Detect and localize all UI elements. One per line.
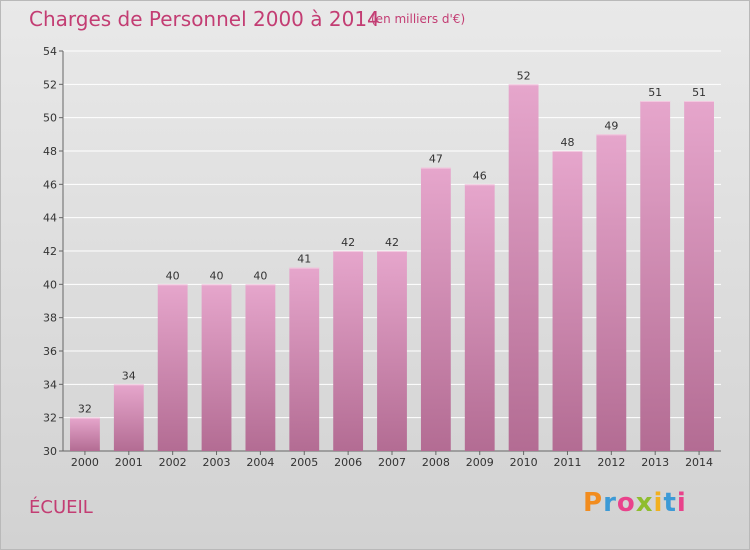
y-tick-label: 44: [43, 212, 57, 225]
labels: 30 32 34 36 38 40 42 44 46 48 50 52 54 32 2000 34 2001 40…: [43, 45, 713, 469]
bar-2007[interactable]: [377, 251, 407, 451]
chart-title: Charges de Personnel 2000 à 2014: [29, 7, 380, 31]
bar-2009[interactable]: [464, 184, 495, 452]
bar-2012[interactable]: [596, 134, 627, 452]
bar-2005[interactable]: [289, 267, 320, 451]
x-tick-label: 2008: [422, 456, 450, 469]
data-label: 42: [385, 236, 399, 249]
data-label: 32: [78, 403, 92, 416]
data-label: 46: [473, 169, 487, 182]
data-label: 41: [297, 253, 311, 266]
x-tick-label: 2010: [510, 456, 538, 469]
bar-2006[interactable]: [333, 251, 364, 451]
bar-2008[interactable]: [420, 167, 451, 451]
x-tick-label: 2009: [466, 456, 494, 469]
y-tick-label: 38: [43, 312, 57, 325]
x-tick-label: 2012: [597, 456, 625, 469]
place-name: ÉCUEIL: [29, 497, 93, 518]
y-tick-label: 54: [43, 45, 57, 58]
bar-2013[interactable]: [640, 101, 671, 451]
x-tick-label: 2005: [290, 456, 318, 469]
bar-2011[interactable]: [552, 151, 583, 451]
x-tick-label: 2011: [553, 456, 581, 469]
data-label: 51: [648, 86, 662, 99]
proxiti-logo[interactable]: Proxiti: [583, 488, 687, 518]
x-tick-label: 2000: [71, 456, 99, 469]
y-tick-label: 34: [43, 378, 57, 391]
data-label: 34: [122, 369, 136, 382]
x-tick-label: 2013: [641, 456, 669, 469]
bar-2002[interactable]: [157, 284, 188, 451]
data-label: 42: [341, 236, 355, 249]
y-tick-label: 40: [43, 278, 57, 291]
y-tick-label: 30: [43, 445, 57, 458]
logo-letter: o: [616, 488, 636, 518]
logo-letter: x: [635, 488, 654, 518]
logo-letter: P: [583, 488, 604, 518]
y-tick-label: 46: [43, 178, 57, 191]
logo-letter: i: [676, 488, 687, 518]
y-tick-label: 48: [43, 145, 57, 158]
y-tick-label: 36: [43, 345, 57, 358]
data-label: 47: [429, 153, 443, 166]
bar-2014[interactable]: [684, 101, 714, 451]
y-tick-label: 32: [43, 412, 57, 425]
bar-2003[interactable]: [201, 284, 232, 451]
y-tick-label: 52: [43, 78, 57, 91]
bar-2001[interactable]: [113, 384, 144, 451]
x-tick-label: 2004: [246, 456, 274, 469]
x-tick-label: 2014: [685, 456, 713, 469]
x-tick-label: 2001: [115, 456, 143, 469]
data-label: 51: [692, 86, 706, 99]
bars: [70, 84, 714, 452]
chart-subtitle: (en milliers d'€): [371, 12, 466, 26]
data-label: 40: [253, 269, 267, 282]
data-label: 52: [517, 69, 531, 82]
data-label: 40: [210, 269, 224, 282]
bar-2010[interactable]: [508, 84, 539, 451]
y-tick-label: 42: [43, 245, 57, 258]
logo-letter: r: [603, 488, 617, 518]
logo-letter: i: [653, 488, 664, 518]
data-label: 40: [166, 269, 180, 282]
x-tick-label: 2003: [203, 456, 231, 469]
y-tick-label: 50: [43, 112, 57, 125]
data-label: 49: [604, 119, 618, 132]
bar-2000[interactable]: [70, 417, 100, 451]
bar-2004[interactable]: [245, 284, 276, 451]
x-tick-label: 2006: [334, 456, 362, 469]
data-label: 48: [560, 136, 574, 149]
logo-letter: t: [663, 488, 677, 518]
x-tick-label: 2007: [378, 456, 406, 469]
x-tick-label: 2002: [159, 456, 187, 469]
